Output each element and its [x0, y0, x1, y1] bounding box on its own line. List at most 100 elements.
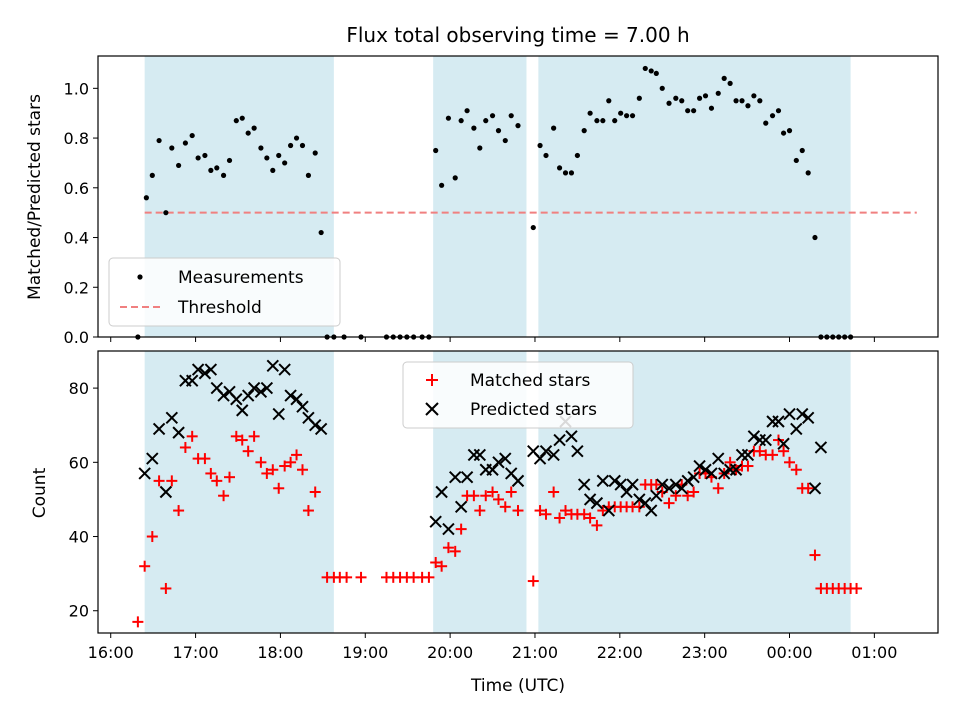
predicted-point — [814, 441, 828, 454]
matched-point — [302, 505, 314, 517]
predicted-point — [633, 493, 646, 506]
matched-point — [468, 490, 480, 502]
matched-point — [224, 471, 236, 483]
measurement-point — [653, 70, 659, 77]
matched-point — [712, 482, 724, 494]
x-tick-label: 21:00 — [512, 643, 558, 662]
measurement-point — [685, 108, 691, 114]
measurement-point — [305, 172, 312, 178]
matched-point — [560, 505, 572, 517]
measurement-point — [751, 93, 757, 99]
matched-point — [430, 557, 442, 568]
matched-point — [186, 430, 198, 442]
y-axis: 20 40 60 80 — [69, 379, 98, 621]
matched-point — [540, 508, 552, 520]
measurement-point — [629, 113, 636, 119]
matched-point — [597, 505, 609, 517]
measurement-point — [805, 170, 811, 176]
predicted-point — [533, 452, 547, 465]
matched-point — [784, 456, 796, 468]
predicted-point — [590, 496, 604, 510]
matched-point — [355, 571, 367, 583]
predicted-point — [705, 467, 718, 480]
matched-point — [160, 582, 172, 594]
predicted-point — [272, 407, 285, 421]
matched-point — [166, 475, 178, 487]
matched-point — [423, 571, 435, 583]
matched-point — [742, 460, 754, 472]
measurement-point — [556, 165, 563, 171]
measurement-point — [648, 68, 654, 74]
measurement-point — [239, 115, 245, 121]
matched-point — [688, 486, 700, 498]
x-tick-label: 01:00 — [851, 643, 897, 662]
measurement-point — [299, 142, 306, 149]
chart-title: Flux total observing time = 7.00 h — [346, 23, 689, 47]
predicted-point — [675, 482, 688, 495]
measurement-point — [220, 172, 227, 178]
x-tick-label: 20:00 — [427, 643, 473, 662]
measurement-point — [258, 145, 264, 151]
measurement-point — [587, 110, 593, 116]
matched-point — [554, 512, 566, 524]
predicted-point — [565, 430, 578, 443]
legend-label-predicted: Predicted stars — [470, 400, 597, 420]
predicted-point — [620, 485, 633, 499]
predicted-point — [583, 493, 597, 506]
top-panel: Flux total observing time = 7.00 h 0.0 0.… — [25, 23, 939, 347]
measurement-point — [708, 105, 715, 111]
predicted-point — [553, 433, 566, 447]
predicted-point — [790, 422, 803, 436]
matched-point — [499, 501, 511, 513]
measurement-point — [568, 170, 575, 176]
measurement-point — [702, 93, 709, 99]
matched-point — [173, 505, 185, 517]
legend-marker-matched — [426, 374, 438, 386]
measurement-point — [182, 140, 188, 146]
predicted-point — [486, 463, 499, 476]
y-tick-label: 0.4 — [64, 229, 89, 248]
matched-points — [132, 430, 863, 628]
predicted-point — [241, 389, 255, 402]
predicted-point — [309, 419, 322, 432]
predicted-point — [454, 500, 468, 514]
matched-point — [139, 560, 151, 572]
measurement-point — [195, 155, 201, 161]
predicted-point — [159, 485, 173, 499]
measurement-point — [282, 160, 288, 166]
y-axis: 0.0 0.2 0.4 0.6 0.8 1.0 — [64, 79, 98, 347]
predicted-point — [687, 470, 700, 484]
predicted-point — [185, 374, 199, 387]
matched-point — [505, 486, 517, 498]
measurement-point — [293, 135, 300, 141]
predicted-point — [796, 407, 809, 421]
matched-point — [851, 582, 863, 594]
predicted-point — [650, 489, 663, 502]
x-axis-label: Time (UTC) — [470, 676, 565, 696]
matched-point — [236, 434, 248, 446]
observing-windows — [144, 56, 851, 337]
predicted-point — [645, 504, 658, 517]
matched-point — [199, 453, 211, 465]
predicted-point — [499, 452, 512, 465]
measurement-point — [502, 137, 508, 144]
matched-point — [309, 486, 321, 498]
matched-point — [449, 545, 461, 557]
predicted-point — [571, 444, 584, 458]
measurement-point — [727, 80, 733, 86]
predicted-point — [172, 426, 185, 439]
measurement-point — [812, 234, 818, 241]
predicted-point — [152, 422, 166, 436]
predicted-point — [717, 467, 731, 480]
y-tick-label: 0.0 — [64, 328, 89, 347]
predicted-point — [198, 367, 212, 380]
predicted-point — [699, 463, 712, 476]
y-tick-label: 0.2 — [64, 278, 89, 297]
predicted-point — [614, 478, 627, 491]
matched-point — [790, 464, 802, 476]
x-tick-label: 18:00 — [257, 643, 303, 662]
measurement-point — [780, 130, 787, 136]
predicted-point — [693, 459, 706, 473]
measurement-point — [156, 137, 162, 144]
